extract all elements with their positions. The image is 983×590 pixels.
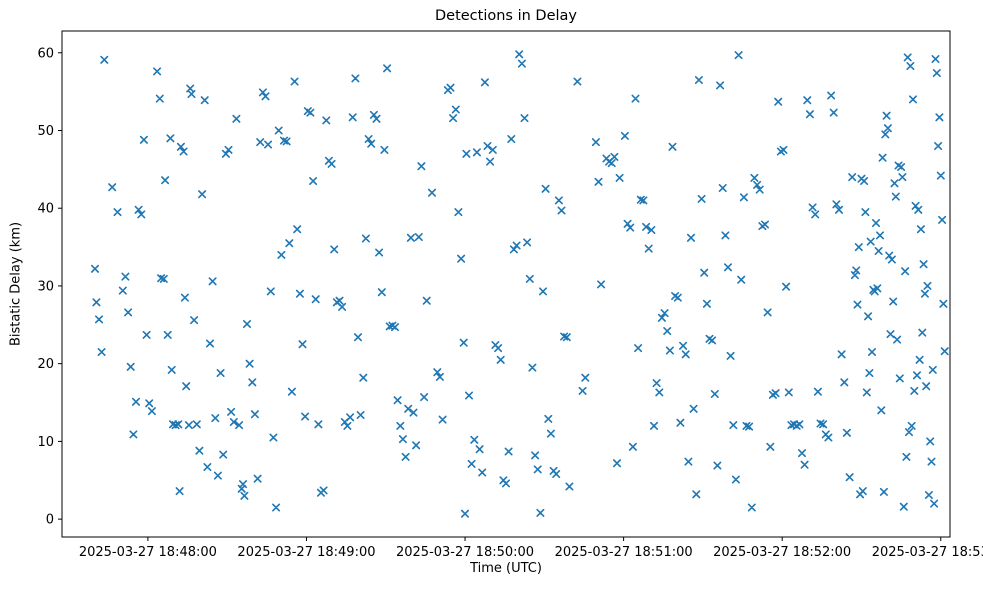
chart-title: Detections in Delay [434,8,577,24]
y-tick-label: 50 [37,124,54,139]
scatter-points [91,50,949,518]
y-tick-label: 40 [37,202,54,217]
x-tick-label: 2025-03-27 18:53:00 [872,545,983,560]
x-tick-label: 2025-03-27 18:52:00 [713,545,851,560]
y-tick-label: 0 [46,513,54,528]
x-tick-label: 2025-03-27 18:49:00 [237,545,375,560]
y-tick-label: 30 [37,279,54,294]
y-tick-label: 60 [37,46,54,61]
x-axis-label: Time (UTC) [470,561,542,576]
plot-frame [61,30,951,538]
x-tick-label: 2025-03-27 18:51:00 [555,545,693,560]
x-tick-label: 2025-03-27 18:50:00 [396,545,534,560]
x-tick-label: 2025-03-27 18:48:00 [79,545,217,560]
y-tick-label: 10 [37,435,54,450]
y-tick-label: 20 [37,357,54,372]
